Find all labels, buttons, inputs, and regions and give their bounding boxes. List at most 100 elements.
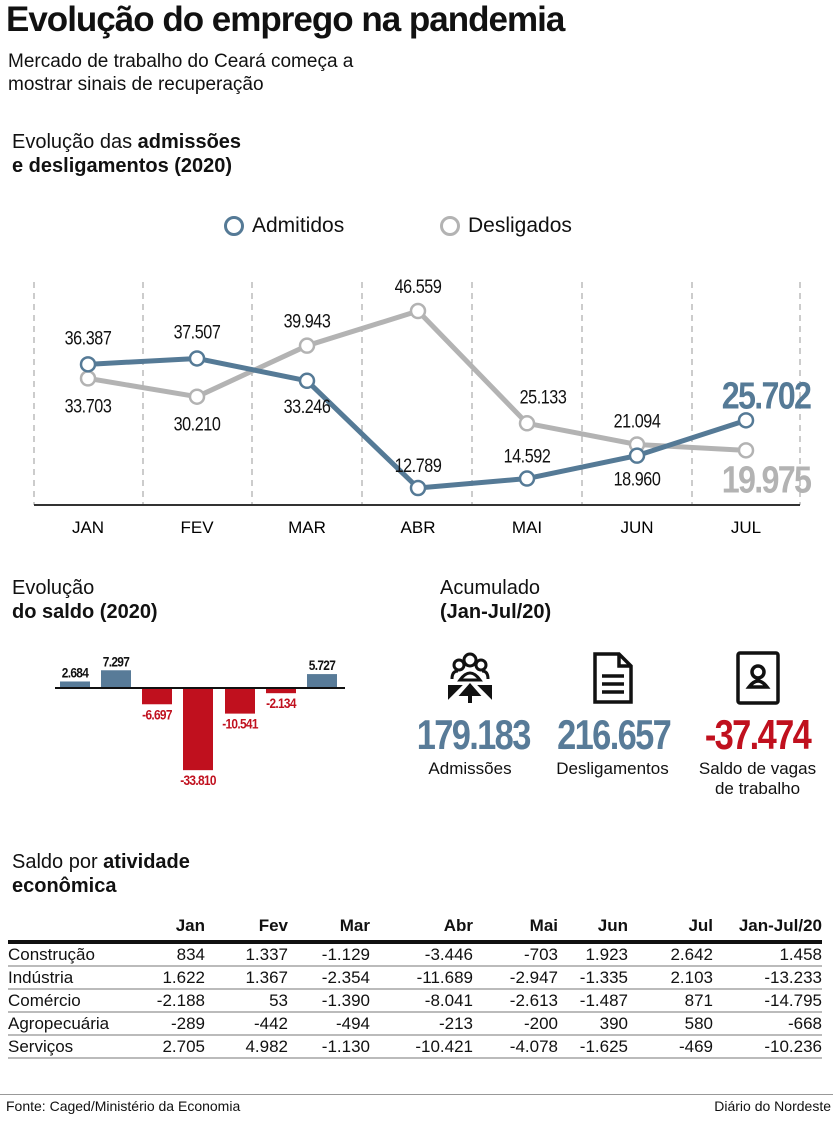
cell: 1.367 [205,966,288,990]
cell: -1.390 [288,989,370,1013]
document-icon [592,652,633,704]
line-title-plain: Evolução das [12,131,138,153]
table-header: Jan Fev Mar Abr Mai Jun Jul Jan-Jul/20 [8,914,822,944]
cell: 53 [205,989,288,1013]
x-tick-label: JUL [731,518,761,537]
cell: -442 [205,1012,288,1036]
acc-value: 216.657 [557,711,672,758]
cell: 1.458 [713,942,822,967]
data-label: 18.960 [614,468,661,490]
row-label: Serviços [8,1035,138,1059]
bar-label: 7.297 [103,653,130,669]
data-point [79,356,97,373]
bar [183,688,213,771]
data-point [188,350,206,367]
cell: -10.236 [713,1035,822,1059]
data-label: 25.702 [722,375,812,417]
cell: -2.613 [473,989,558,1013]
cell: -200 [473,1012,558,1036]
data-point [518,470,536,487]
accumulated-title: Acumulado (Jan-Jul/20) [440,576,551,624]
data-point [298,337,316,354]
cell: -1.335 [558,966,628,990]
column-header: Mar [288,914,370,944]
cell: 2.705 [138,1035,205,1059]
data-label: 14.592 [504,445,551,467]
x-tick-label: MAI [512,518,542,537]
cell: 1.622 [138,966,205,990]
column-header [8,914,138,944]
x-tick-label: ABR [401,518,436,537]
acc-desligamentos: 216.657 Desligamentos [545,650,680,779]
data-point [409,479,427,497]
cell: 871 [628,989,713,1013]
cell: -13.233 [713,966,822,990]
acc-label: Desligamentos [556,759,669,778]
bar-label: -10.541 [222,716,258,732]
cell: 2.103 [628,966,713,990]
legend-label: Desligados [468,214,572,237]
table-title: Saldo por atividade econômica [12,850,190,898]
cell: -4.078 [473,1035,558,1059]
table-title-bold-2: econômica [12,875,117,897]
source: Fonte: Caged/Ministério da Economia [6,1098,241,1114]
cell: 834 [138,942,205,967]
column-header: Fev [205,914,288,944]
bar-title-bold: do saldo (2020) [12,601,158,623]
cell: -8.041 [370,989,473,1013]
footer-divider [0,1094,833,1095]
cell: -494 [288,1012,370,1036]
cell: -2.947 [473,966,558,990]
bar-label: -6.697 [142,706,172,722]
cell: -2.188 [138,989,205,1013]
bar-chart-title: Evolução do saldo (2020) [12,576,158,624]
acc-label: Admissões [428,759,512,778]
line-title-bold-2: e desligamentos (2020) [12,155,233,177]
table-title-plain: Saldo por [12,851,104,873]
x-tick-label: MAR [288,518,326,537]
cell: -703 [473,942,558,967]
legend-admitidos: Admitidos [224,214,344,238]
data-label: 30.210 [174,413,221,435]
data-point [188,388,206,405]
cell: -668 [713,1012,822,1036]
line-title-bold-1: admissões [137,131,242,153]
cell: -11.689 [370,966,473,990]
cell: 390 [558,1012,628,1036]
saldo-table: Jan Fev Mar Abr Mai Jun Jul Jan-Jul/20 Construç… [8,914,822,1059]
bar [225,688,255,714]
group-arrows-icon [448,652,492,703]
data-label: 36.387 [65,327,112,349]
cell: 580 [628,1012,713,1036]
data-point [737,442,755,459]
x-tick-label: FEV [180,518,214,537]
acc-label: Saldo de vagas de trabalho [698,759,817,798]
cell: -289 [138,1012,205,1036]
cell: -1.129 [288,942,370,967]
page-title: Evolução do emprego na pandemia [6,0,565,39]
cell: -1.625 [558,1035,628,1059]
acc-title-2: (Jan-Jul/20) [440,601,552,623]
data-point [737,412,755,429]
bar [101,670,131,688]
cell: -14.795 [713,989,822,1013]
data-label: 46.559 [395,276,442,298]
table-row: Construção 834 1.337 -1.129 -3.446 -703 1.923 2… [8,942,822,967]
bar-chart: 2.684 7.297 -6.697 -33.810 -10.541 -2.134 5.72… [55,653,345,788]
data-label: 25.133 [520,386,567,408]
data-label: 39.943 [284,310,331,332]
data-label: 12.789 [395,455,442,477]
bar-label: -2.134 [266,695,297,711]
data-label: 33.703 [65,395,112,417]
subtitle: Mercado de trabalho do Ceará começa a mo… [8,51,354,95]
data-label: 21.094 [614,410,661,432]
table-row: Agropecuária -289 -442 -494 -213 -200 390 580 -6… [8,1012,822,1036]
column-header: Jan-Jul/20 [713,914,822,944]
column-header: Jul [628,914,713,944]
column-header: Jan [138,914,205,944]
brand: Diário do Nordeste [714,1098,831,1114]
table-title-bold-1: atividade [103,851,190,873]
x-tick-label: JUN [620,518,653,537]
column-header: Jun [558,914,628,944]
